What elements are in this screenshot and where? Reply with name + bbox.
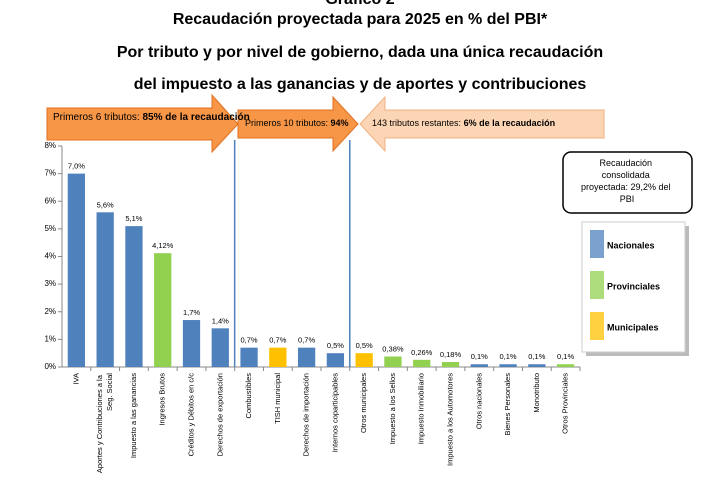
bar [211, 328, 229, 367]
x-tick-label: Impuesto a los Sellos [388, 373, 397, 445]
arrow [237, 95, 359, 153]
legend-label: Nacionales [607, 240, 655, 250]
annotation: Primeros 6 tributos: 85% de la recaudaci… [53, 112, 250, 123]
value-label: 4,12% [152, 241, 174, 250]
x-tick-label: IVA [71, 373, 80, 385]
x-tick-label: Bienes Personales [503, 373, 512, 436]
x-tick-label: Otros municipales [359, 373, 368, 433]
y-tick-label: 2% [44, 307, 56, 316]
arrow [46, 93, 239, 154]
y-tick-label: 0% [44, 362, 56, 371]
y-tick-label: 5% [44, 224, 56, 233]
x-tick-label: Internos coparticipables [330, 373, 339, 452]
annotation: Recaudación consolidada proyectada: 29,2… [581, 158, 673, 204]
value-label: 0,1% [528, 352, 545, 361]
x-tick-label: Monotributo [532, 373, 541, 413]
y-tick-label: 4% [44, 252, 56, 261]
value-label: 0,18% [440, 350, 462, 359]
y-tick-label: 8% [44, 141, 56, 150]
value-label: 0,5% [356, 341, 373, 350]
arrow [359, 95, 605, 153]
bar [269, 347, 287, 367]
x-tick-label: Combustibles [244, 373, 253, 419]
value-label: 0,7% [241, 336, 258, 345]
bar [528, 364, 546, 367]
bar [154, 253, 172, 367]
annotation: 143 tributos restantes: 6% de la recauda… [372, 118, 555, 128]
x-tick-label: Impuesto a las ganancias [129, 373, 138, 458]
x-tick-label: Otros nacionales [474, 373, 483, 430]
value-label: 1,7% [183, 308, 200, 317]
x-tick-label: TISH municipal [273, 373, 282, 424]
x-tick-label: Impuesto a los Automotores [445, 373, 454, 466]
value-label: 1,4% [212, 316, 229, 325]
x-tick-label: Ingresos Brutos [158, 373, 167, 426]
value-label: 0,5% [327, 341, 344, 350]
chart-subtitle: Por tributo y por nivel de gobierno, dad… [117, 44, 603, 61]
y-tick-label: 1% [44, 334, 56, 343]
bar [441, 362, 460, 367]
bar [96, 212, 114, 367]
bar [470, 364, 488, 367]
value-label: 0,7% [269, 336, 286, 345]
chart-subtitle: Recaudación proyectada para 2025 en % de… [173, 11, 548, 28]
value-label: 0,38% [382, 344, 404, 353]
x-tick-label: Aportes y Contribuciones a la Seg. Socia… [95, 373, 114, 473]
value-label: 0,1% [471, 352, 488, 361]
y-tick-label: 6% [44, 196, 56, 205]
legend-label: Provinciales [607, 281, 660, 291]
value-label: 0,7% [298, 336, 315, 345]
legend-swatch [590, 230, 604, 258]
bar [413, 359, 431, 367]
legend-swatch [590, 271, 604, 299]
value-label: 5,6% [97, 200, 114, 209]
bar [125, 226, 143, 367]
annotation: Primeros 10 tributos: 94% [245, 118, 349, 128]
y-tick-label: 7% [44, 169, 56, 178]
value-label: 5,1% [125, 214, 142, 223]
value-label: 7,0% [68, 162, 85, 171]
y-tick-label: 3% [44, 279, 56, 288]
bar [182, 320, 201, 367]
bar [384, 356, 402, 367]
bar [240, 347, 258, 367]
bar [355, 353, 373, 367]
bar [556, 364, 575, 367]
value-label: 0,1% [500, 352, 517, 361]
x-tick-label: Derechos de exportación [215, 373, 224, 456]
chart-subtitle: del impuesto a las ganancias y de aporte… [134, 76, 587, 93]
x-tick-label: Impuesto Inmobiliario [417, 373, 426, 444]
bar [499, 364, 517, 367]
note-box [562, 151, 693, 214]
x-tick-label: Otros Provinciales [561, 373, 570, 434]
bar [297, 347, 316, 367]
value-label: 0,1% [557, 352, 574, 361]
bar [326, 353, 345, 367]
x-tick-label: Créditos y Débitos en c/c [186, 373, 195, 457]
value-label: 0,26% [411, 348, 433, 357]
bar [67, 173, 86, 367]
legend-swatch [590, 312, 604, 340]
x-tick-label: Derechos de importación [302, 373, 311, 456]
legend-label: Municipales [607, 322, 659, 332]
chart-title: Gráfico 2 [325, 0, 394, 8]
